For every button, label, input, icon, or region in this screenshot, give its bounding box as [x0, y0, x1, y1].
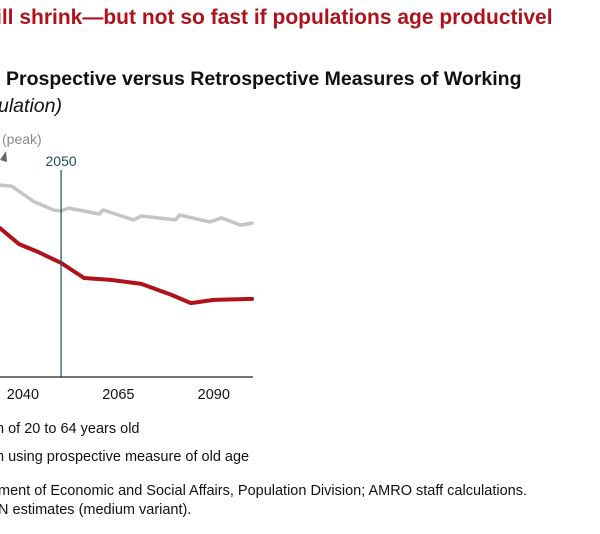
peak-annotation-label: (peak) [2, 131, 42, 147]
legend-item-red: n using prospective measure of old age [0, 449, 250, 465]
x-tick-labels: 2040 2065 2090 [7, 387, 230, 403]
series-line-grey [0, 183, 254, 227]
legend-item-grey: n of 20 to 64 years old [0, 421, 140, 437]
chart-subtitle: ulation) [0, 95, 62, 117]
x-tick-label: 2040 [7, 387, 39, 403]
peak-arrow-icon [0, 151, 7, 162]
headline: ill shrink—but not so fast if population… [0, 6, 553, 29]
x-tick-label: 2090 [198, 387, 230, 403]
note-line-2: N estimates (medium variant). [0, 502, 192, 518]
x-tick-label: 2065 [102, 387, 134, 403]
series-layer [0, 183, 254, 306]
source-line-1: ment of Economic and Social Affairs, Pop… [0, 483, 527, 499]
year-2050-marker-label: 2050 [46, 153, 77, 169]
series-line-red [0, 226, 254, 306]
chart-title: Prospective versus Retrospective Measure… [6, 68, 522, 90]
